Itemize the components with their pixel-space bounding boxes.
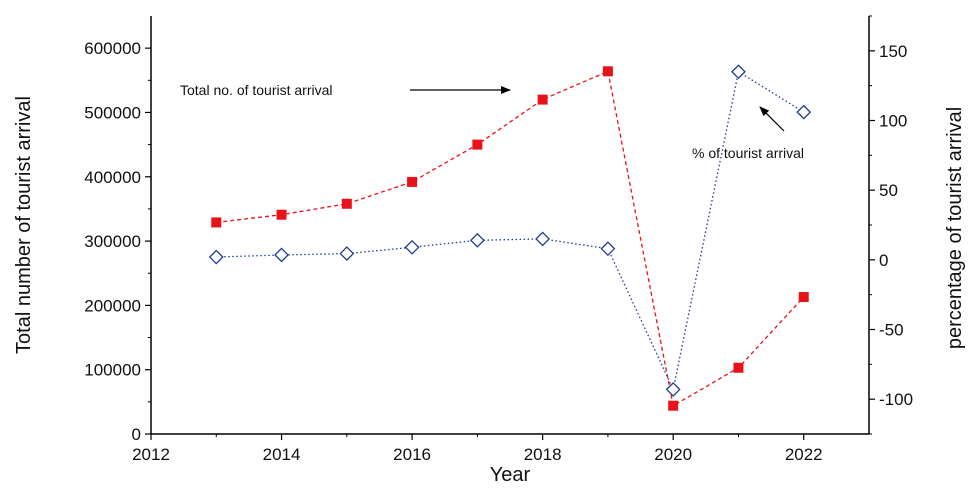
data-point-square: [276, 209, 287, 220]
right-y-tick-label: -50: [879, 321, 904, 340]
left-y-axis-label: Total number of tourist arrival: [13, 96, 35, 354]
data-point-diamond: [796, 104, 812, 120]
data-point-square: [472, 139, 483, 150]
data-point-diamond: [274, 247, 289, 263]
right-y-axis-label: percentage of tourist arrival: [944, 107, 966, 349]
left-y-tick-label: 100000: [84, 361, 141, 380]
x-tick-label: 2020: [654, 445, 692, 464]
data-point-diamond: [469, 232, 485, 248]
data-point-square: [733, 362, 744, 373]
right-y-tick-label: 150: [879, 42, 907, 61]
data-point-square: [341, 198, 352, 209]
right-y-tick-label: 100: [879, 112, 907, 131]
annotation-arrow-up-left: [759, 106, 785, 132]
data-point-diamond: [600, 241, 616, 257]
data-point-diamond: [731, 64, 746, 80]
left-y-tick-label: 600000: [84, 39, 141, 58]
x-tick-label: 2016: [393, 445, 431, 464]
annotations: Total no. of tourist arrival % of tourist…: [180, 82, 804, 161]
data-point-diamond: [208, 249, 224, 265]
right-y-tick-label: 0: [879, 251, 888, 270]
left-y-tick-label: 200000: [84, 296, 141, 315]
data-point-square: [407, 176, 418, 187]
data-point-diamond: [339, 246, 355, 261]
right-y-tick-label: 50: [879, 181, 898, 200]
x-axis-label: Year: [490, 464, 531, 486]
right-y-tick-label: -100: [879, 390, 913, 409]
left-y-tick-label: 300000: [84, 232, 141, 251]
series-line-left: [216, 70, 805, 407]
plot-frame: [150, 16, 870, 435]
left-y-tick-label: 400000: [84, 168, 141, 187]
annotation-percent-arrivals: % of tourist arrival: [692, 145, 804, 161]
axis-ticks: 2012 2014 2016 2018 2020 2022 0 100000 200000 300…: [84, 15, 913, 464]
data-point-diamond: [665, 381, 681, 397]
data-point-square: [798, 292, 809, 303]
annotation-total-arrivals: Total no. of tourist arrival: [180, 82, 333, 98]
x-tick-label: 2012: [132, 445, 170, 464]
data-point-square: [537, 94, 548, 105]
left-y-tick-label: 500000: [84, 103, 141, 122]
data-point-square: [602, 66, 613, 77]
data-point-diamond: [404, 239, 420, 255]
series-line-right: [216, 70, 805, 392]
left-y-tick-label: 0: [132, 425, 141, 444]
data-point-diamond: [535, 231, 551, 247]
x-tick-label: 2014: [263, 445, 301, 464]
data-point-square: [668, 400, 679, 411]
data-point-square: [211, 217, 222, 228]
x-tick-label: 2022: [785, 445, 823, 464]
data-series: [208, 64, 812, 411]
x-tick-label: 2018: [524, 445, 562, 464]
